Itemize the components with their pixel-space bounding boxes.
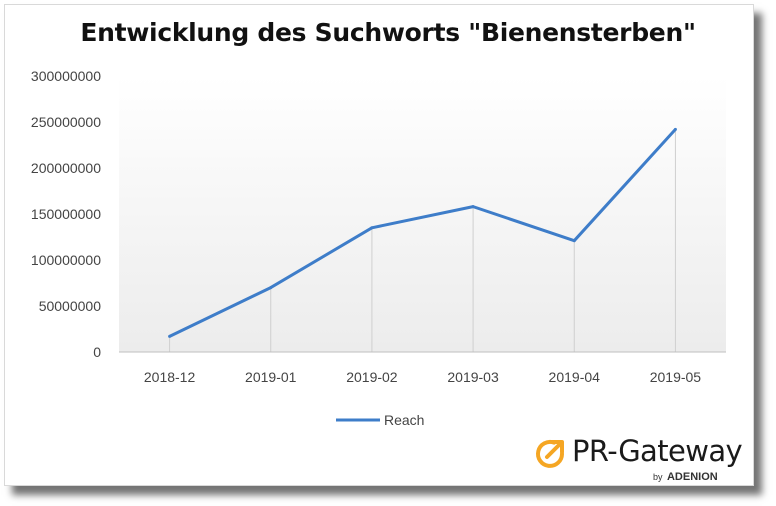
- y-tick-label: 100000000: [31, 252, 101, 268]
- x-tick-label: 2019-04: [549, 369, 601, 385]
- chart-title: Entwicklung des Suchworts "Bienensterben…: [80, 18, 696, 47]
- x-tick-label: 2019-02: [346, 369, 398, 385]
- y-tick-label: 200000000: [31, 160, 101, 176]
- plot-area: [119, 76, 726, 352]
- x-tick-label: 2019-05: [650, 369, 702, 385]
- arrow-circle-icon: [536, 439, 564, 468]
- data-point: [673, 127, 677, 131]
- data-point: [168, 334, 172, 338]
- data-point: [471, 205, 475, 209]
- y-tick-label: 50000000: [39, 298, 102, 314]
- data-point: [370, 226, 374, 230]
- x-tick-label: 2019-03: [447, 369, 499, 385]
- y-tick-label: 150000000: [31, 206, 101, 222]
- legend-label: Reach: [384, 412, 424, 428]
- y-tick-label: 250000000: [31, 114, 101, 130]
- logo-brand: ADENION: [666, 471, 718, 483]
- logo-wordmark: PR-Gateway: [572, 434, 743, 468]
- x-tick-label: 2018-12: [144, 369, 196, 385]
- data-point: [572, 239, 576, 243]
- pr-gateway-logo: PR-Gateway by ADENION: [530, 430, 750, 483]
- y-tick-label: 300000000: [31, 68, 101, 84]
- logo-by: by: [653, 472, 663, 482]
- x-tick-label: 2019-01: [245, 369, 297, 385]
- legend: Reach: [336, 412, 424, 428]
- series-line-reach: [168, 128, 677, 338]
- data-point: [269, 286, 273, 290]
- y-tick-label: 0: [93, 344, 101, 360]
- logo-byline: by ADENION: [653, 467, 718, 485]
